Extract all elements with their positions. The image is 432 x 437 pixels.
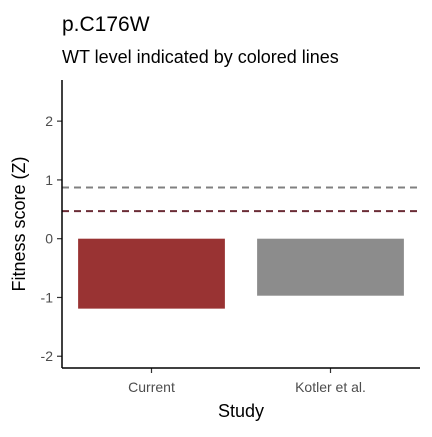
y-tick-label-5: 2 [45,113,53,129]
y-axis-title: Fitness score (Z) [9,156,29,291]
bar-1 [78,238,225,309]
bar-2 [257,238,404,296]
plot-area: Current Kotler et al. -2 -1 0 1 2 [41,80,420,395]
x-axis-title: Study [218,401,264,421]
chart-subtitle: WT level indicated by colored lines [62,47,339,67]
x-tick-label-2: Kotler et al. [295,379,366,395]
y-tick-label-2: -1 [41,289,54,305]
x-tick-label-1: Current [128,379,175,395]
y-tick-label-3: 0 [45,231,53,247]
chart-title: p.C176W [62,13,150,36]
y-tick-label-4: 1 [45,172,53,188]
y-tick-label-1: -2 [41,348,54,364]
